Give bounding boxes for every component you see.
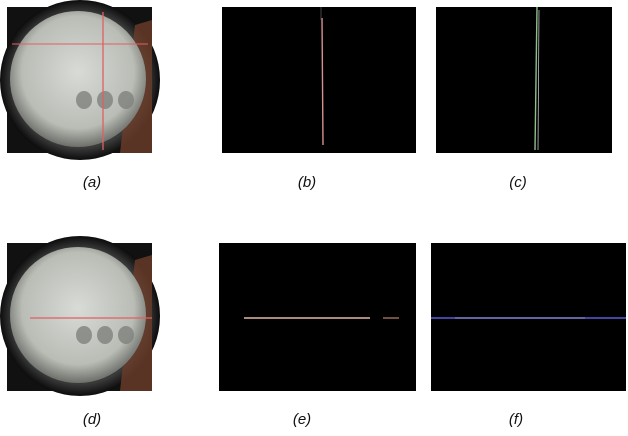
panel-b-image xyxy=(222,7,416,153)
caption: (c) xyxy=(509,174,527,191)
caption: (a) xyxy=(83,174,101,191)
panel-a-image xyxy=(0,0,160,160)
panel-c-image xyxy=(436,7,612,153)
caption: (e) xyxy=(293,411,311,428)
caption: (d) xyxy=(83,411,101,428)
panel-f-image xyxy=(431,243,626,391)
figure: (a) (b) (c) (d) (e) (f) xyxy=(0,0,628,431)
caption: (b) xyxy=(298,174,316,191)
caption: (f) xyxy=(509,411,523,428)
panel-e-image xyxy=(219,243,416,391)
panel-d-image xyxy=(0,236,160,396)
